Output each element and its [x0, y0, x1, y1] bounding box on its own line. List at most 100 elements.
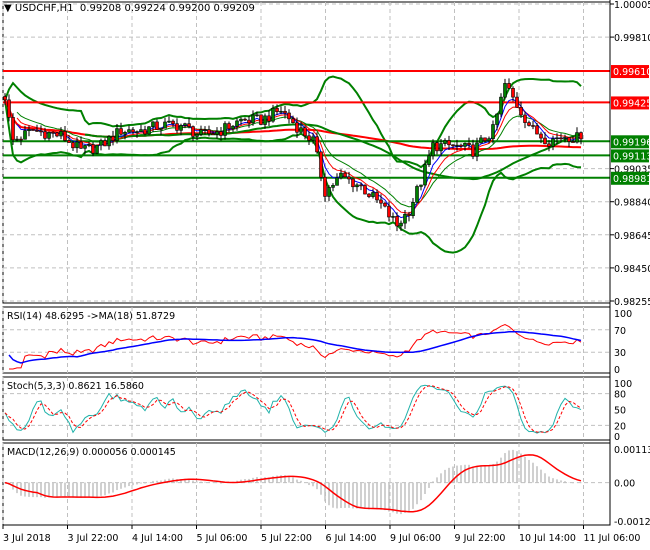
candle-body: [551, 138, 555, 147]
candle-body: [331, 185, 335, 188]
candle-body: [47, 131, 51, 139]
ema-5-line: [16, 98, 582, 219]
level-label-box: [611, 171, 649, 185]
x-tick-label: 6 Jul 14:00: [326, 533, 377, 544]
candle-body: [507, 83, 511, 89]
candle-body: [555, 137, 559, 140]
candle-body: [431, 142, 435, 157]
candle-body: [363, 185, 367, 195]
candle-body: [531, 125, 535, 127]
candle-body: [359, 184, 363, 187]
candle-body: [539, 133, 543, 139]
candle-body: [339, 172, 343, 179]
candle-body: [103, 140, 107, 147]
candle-body: [327, 187, 331, 197]
candle-body: [295, 122, 299, 133]
macd-y-label: 0.00113: [614, 445, 650, 456]
candle-body: [119, 128, 123, 135]
candle-body: [139, 129, 143, 132]
candle-body: [447, 140, 451, 146]
candle-body: [43, 131, 47, 139]
candle-body: [239, 118, 243, 122]
candle-body: [51, 131, 55, 134]
panel-2-frame: [2, 376, 611, 441]
y-tick-label: 0.99810: [614, 33, 650, 44]
candle-body: [311, 136, 315, 141]
rsi-title: RSI(14) 48.6295 ->MA(18) 51.8729: [7, 311, 175, 322]
level-label: 0.99610: [613, 67, 650, 78]
candle-body: [83, 145, 87, 149]
x-tick-label: 5 Jul 22:00: [261, 533, 312, 544]
candle-body: [87, 144, 91, 146]
level-label-box: [611, 135, 649, 149]
candle-body: [171, 120, 175, 124]
candle-body: [247, 119, 251, 124]
candle-body: [243, 118, 247, 121]
panel-1-frame: [2, 306, 611, 374]
candle-body: [159, 127, 163, 130]
candle-body: [515, 96, 519, 108]
candle-body: [559, 137, 563, 140]
candle-body: [123, 131, 127, 135]
candle-body: [439, 143, 443, 152]
stoch-k-line: [4, 384, 582, 434]
candle-body: [543, 137, 547, 145]
candle-body: [227, 123, 231, 130]
candle-body: [395, 216, 399, 227]
candle-body: [279, 110, 283, 113]
x-tick-label: 9 Jul 06:00: [390, 533, 441, 544]
level-label-box: [611, 65, 649, 79]
candle-body: [203, 129, 207, 131]
candle-body: [143, 129, 147, 135]
macd-y-label: 0.00: [614, 479, 635, 490]
stoch-d-line: [4, 385, 582, 433]
x-tick-label: 3 Jul 2018: [3, 533, 51, 544]
candle-body: [127, 129, 131, 133]
stoch-y-label: 0: [614, 432, 620, 443]
candle-body: [147, 126, 151, 135]
stoch-y-label: 100: [614, 379, 632, 390]
candle-body: [15, 138, 19, 141]
candle-body: [315, 136, 319, 153]
candle-body: [3, 96, 7, 101]
level-label: 0.99425: [613, 98, 650, 109]
candle-body: [27, 129, 31, 131]
level-label-box: [611, 96, 649, 110]
y-tick-label: 0.99035: [614, 165, 650, 176]
candle-body: [411, 202, 415, 216]
candle-body: [223, 123, 227, 136]
candle-body: [59, 131, 63, 137]
candle-body: [355, 184, 359, 188]
candle-body: [99, 140, 103, 146]
panel-0-frame: [2, 1, 611, 304]
candle-body: [175, 123, 179, 131]
candle-body: [11, 117, 15, 141]
candle-body: [187, 123, 191, 127]
candle-body: [207, 129, 211, 135]
candle-body: [371, 192, 375, 197]
x-tick-label: 5 Jul 06:00: [197, 533, 248, 544]
moving-average-mid-line: [84, 123, 582, 181]
y-tick-label: 1.00005: [614, 0, 650, 11]
candle-body: [271, 108, 275, 122]
candle-body: [415, 186, 419, 203]
level-label: 0.98981: [613, 174, 650, 185]
triangle-down-icon[interactable]: ▼: [4, 3, 15, 14]
x-tick-label: 9 Jul 22:00: [455, 533, 506, 544]
candle-body: [275, 108, 279, 113]
candle-body: [403, 213, 407, 224]
candle-body: [111, 136, 115, 141]
candle-body: [195, 133, 199, 137]
candle-body: [387, 205, 391, 218]
rsi-y-label: 70: [614, 326, 626, 337]
candle-body: [283, 110, 287, 114]
candle-body: [511, 88, 515, 98]
rsi-y-label: 30: [614, 348, 626, 359]
candle-body: [91, 144, 95, 154]
level-label: 0.99113: [613, 151, 650, 162]
candle-body: [303, 127, 307, 137]
candle-body: [299, 127, 303, 133]
y-tick-label: 0.98255: [614, 297, 650, 308]
